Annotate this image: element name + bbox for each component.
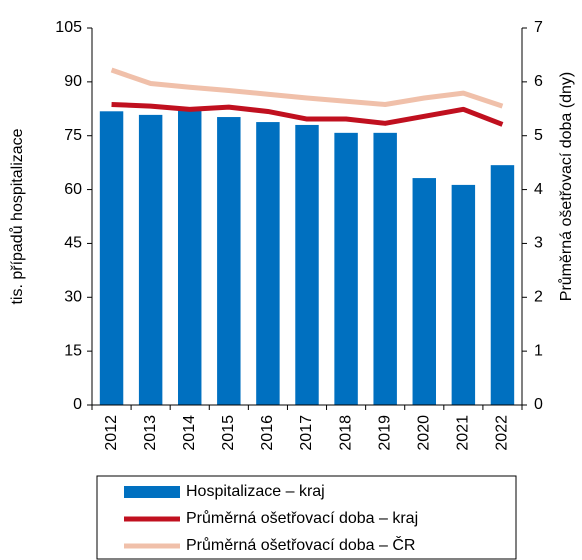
y2-tick-label: 4 [534,181,543,198]
y-tick-label: 60 [64,181,82,198]
legend-label: Hospitalizace – kraj [186,483,325,500]
x-tick-label: 2012 [103,415,120,451]
y-tick-label: 75 [64,127,82,144]
bar [334,132,358,405]
bar [138,114,163,405]
y-tick-label: 0 [73,396,82,413]
line [111,101,504,127]
bar [412,178,436,405]
bar [217,117,241,405]
y2-axis-label: Průměrná ošetřovací doba (dny) [557,72,575,301]
x-tick-label: 2015 [220,415,237,451]
y-tick-label: 90 [64,73,82,90]
x-tick-label: 2020 [415,415,432,451]
y2-tick-label: 0 [534,396,543,413]
legend-swatch [124,486,180,498]
x-tick-label: 2019 [376,415,393,451]
y2-tick-label: 5 [534,127,543,144]
y2-tick-label: 1 [534,342,543,359]
bar [451,184,476,405]
line [110,67,504,109]
y2-tick-label: 6 [534,73,543,90]
y-axis-label: tis. případů hospitalizace [8,128,26,304]
y-tick-label: 105 [55,19,82,36]
y2-tick-label: 7 [534,19,543,36]
bar [256,122,280,406]
bar [490,165,515,405]
bar [99,111,124,406]
bar [295,124,319,405]
legend-label: Průměrná ošetřovací doba – ČR [186,535,415,554]
x-tick-label: 2017 [298,415,315,451]
x-tick-label: 2016 [259,415,276,451]
x-tick-label: 2021 [455,415,472,451]
x-tick-label: 2014 [181,415,198,451]
bar [178,108,202,405]
y-tick-label: 15 [64,342,82,359]
y-tick-label: 30 [64,289,82,306]
x-tick-label: 2022 [494,415,511,451]
bar [373,132,397,405]
x-tick-label: 2018 [337,415,354,451]
legend-label: Průměrná ošetřovací doba – kraj [186,509,418,527]
y2-tick-label: 3 [534,235,543,252]
y2-tick-label: 2 [534,289,543,306]
y-tick-label: 45 [64,235,82,252]
x-tick-label: 2013 [142,415,159,451]
